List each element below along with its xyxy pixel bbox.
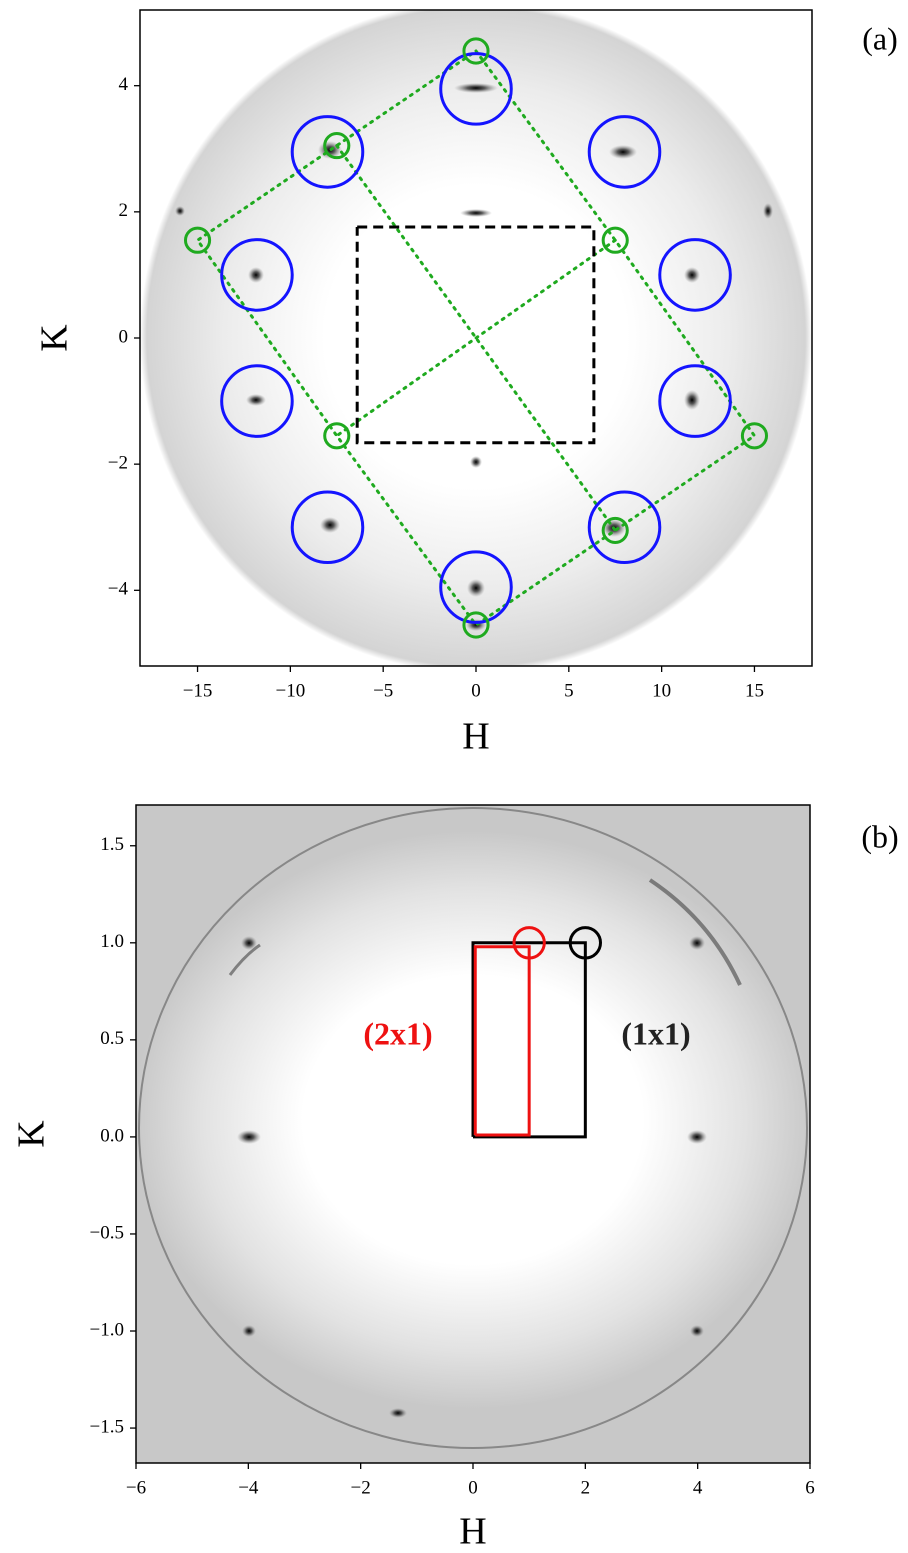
spot-marker (220, 238, 294, 312)
spot-marker (462, 611, 490, 639)
x-tick-label: −6 (126, 1477, 146, 1498)
spot-marker (658, 238, 732, 312)
y-tick-label: 0 (119, 326, 129, 347)
x-tick-label: 10 (652, 680, 671, 701)
x-axis-label: H (462, 716, 489, 758)
y-tick-label: 1.5 (100, 834, 124, 855)
x-tick-label: 2 (581, 1477, 591, 1498)
outline (473, 945, 531, 1137)
x-tick-label: −2 (351, 1477, 371, 1498)
spot-marker (740, 422, 769, 450)
y-tick-label: −4 (108, 579, 129, 600)
x-tick-label: 6 (805, 1477, 815, 1498)
y-tick-label: −2 (108, 453, 128, 474)
x-tick-label: −4 (238, 1477, 259, 1498)
panel-label: (b) (861, 818, 898, 854)
spot-marker (587, 490, 662, 565)
outline (335, 144, 617, 532)
spot-marker (290, 115, 365, 189)
y-axis-label: K (34, 324, 76, 352)
spot-marker (323, 132, 351, 160)
spot-marker (601, 516, 629, 544)
x-tick-label: −15 (183, 680, 213, 701)
x-axis-label: H (459, 1511, 486, 1553)
x-tick-label: −10 (276, 680, 306, 701)
x-tick-label: 5 (564, 680, 574, 701)
spot-marker (601, 226, 629, 254)
outline (355, 225, 596, 445)
spot-marker (439, 550, 513, 624)
y-tick-label: 1.0 (100, 931, 124, 952)
spot-marker (220, 364, 294, 438)
spot-marker (658, 364, 732, 438)
x-tick-label: 0 (471, 680, 481, 701)
annotation: (2x1) (363, 1015, 432, 1051)
x-tick-label: 15 (745, 680, 764, 701)
outline (335, 238, 617, 438)
spot-marker (183, 226, 212, 254)
y-axis-label: K (11, 1120, 53, 1148)
outline (195, 49, 757, 628)
x-tick-label: 4 (693, 1477, 703, 1498)
spot-marker (290, 490, 365, 565)
spot-marker (323, 422, 351, 450)
y-tick-label: −0.5 (90, 1222, 124, 1243)
annotation: (1x1) (621, 1015, 690, 1051)
overlay (471, 926, 602, 1139)
y-tick-label: 0.0 (100, 1125, 124, 1146)
spot-marker (568, 926, 602, 960)
spot-marker (439, 52, 513, 126)
y-tick-label: 0.5 (100, 1028, 124, 1049)
y-tick-label: −1.0 (90, 1319, 124, 1340)
panel-label: (a) (862, 20, 898, 56)
outline (471, 941, 587, 1139)
overlay (183, 37, 769, 639)
y-tick-label: 4 (119, 74, 129, 95)
y-tick-label: −1.5 (90, 1416, 124, 1437)
x-tick-label: 0 (468, 1477, 478, 1498)
spot-marker (587, 115, 662, 189)
spot-marker (512, 926, 546, 960)
spot-marker (462, 37, 490, 65)
y-tick-label: 2 (119, 200, 129, 221)
x-tick-label: −5 (373, 680, 393, 701)
